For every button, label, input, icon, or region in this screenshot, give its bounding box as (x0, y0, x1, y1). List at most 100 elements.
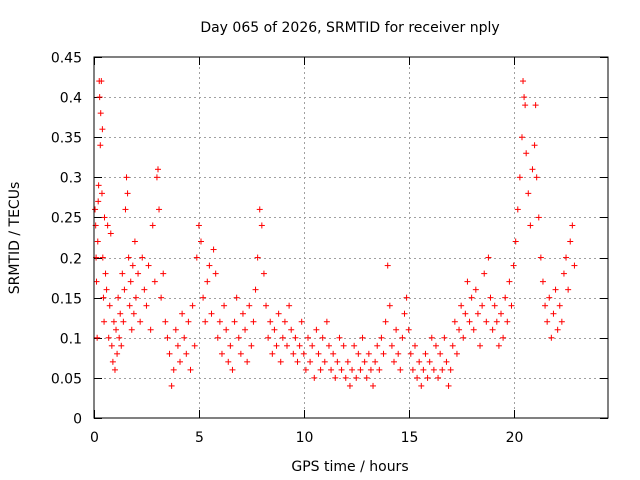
data-point (397, 366, 404, 373)
data-point (267, 318, 274, 325)
y-tick-label: 0.15 (51, 292, 82, 308)
data-point (117, 310, 124, 317)
data-point (464, 278, 471, 285)
data-point (97, 142, 104, 149)
data-point (435, 374, 442, 381)
data-point (518, 134, 525, 141)
data-point (94, 238, 101, 245)
data-point (139, 254, 146, 261)
data-point (342, 374, 349, 381)
data-point (539, 278, 546, 285)
data-point (529, 166, 536, 173)
data-point (237, 350, 244, 357)
data-point (311, 374, 318, 381)
data-point (115, 294, 122, 301)
data-point (516, 174, 523, 181)
data-point (113, 326, 120, 333)
data-point (451, 318, 458, 325)
data-point (344, 358, 351, 365)
data-point (365, 350, 372, 357)
data-point (533, 174, 540, 181)
data-point (319, 334, 326, 341)
data-point (98, 190, 105, 197)
data-point (135, 270, 142, 277)
x-axis-label: GPS time / hours (291, 459, 408, 475)
data-point (108, 342, 115, 349)
data-point (378, 334, 385, 341)
data-point (153, 174, 160, 181)
data-point (273, 342, 280, 349)
x-tick-label: 20 (506, 430, 524, 446)
data-point (374, 342, 381, 349)
chart-title: Day 065 of 2026, SRMTID for receiver npl… (200, 20, 499, 36)
data-point (132, 294, 139, 301)
data-point (218, 350, 225, 357)
data-point (110, 318, 117, 325)
data-point (149, 222, 156, 229)
data-point (221, 302, 228, 309)
data-point (355, 350, 362, 357)
data-point (479, 302, 486, 309)
y-tick-label: 0.4 (60, 91, 82, 107)
data-point (386, 302, 393, 309)
data-point (363, 374, 370, 381)
data-point (460, 334, 467, 341)
data-point (154, 166, 161, 173)
data-point (470, 326, 477, 333)
data-point (147, 326, 154, 333)
data-point (472, 286, 479, 293)
data-point (200, 294, 207, 301)
data-point (119, 270, 126, 277)
data-point (223, 326, 230, 333)
data-point (254, 254, 261, 261)
y-tick-label: 0.1 (60, 332, 82, 348)
data-point (292, 334, 299, 341)
data-point (296, 342, 303, 349)
data-point (521, 94, 528, 101)
data-point (126, 302, 133, 309)
data-point (99, 126, 106, 133)
data-point (145, 262, 152, 269)
y-tick-label: 0.05 (51, 372, 82, 388)
data-point (550, 310, 557, 317)
data-point (300, 350, 307, 357)
data-point (129, 262, 136, 269)
data-point (353, 374, 360, 381)
data-point (125, 254, 132, 261)
data-point (260, 270, 267, 277)
data-point (411, 342, 418, 349)
data-point (114, 350, 121, 357)
data-point (109, 358, 116, 365)
data-point (336, 334, 343, 341)
data-point (250, 318, 257, 325)
data-point (98, 78, 105, 85)
data-point (216, 318, 223, 325)
data-point (498, 310, 505, 317)
data-point (495, 342, 502, 349)
data-point (141, 286, 148, 293)
data-point (95, 182, 102, 189)
data-point (121, 286, 128, 293)
data-point (361, 358, 368, 365)
data-point (168, 382, 175, 389)
data-point (130, 310, 137, 317)
data-point (271, 326, 278, 333)
data-point (563, 254, 570, 261)
data-point (493, 318, 500, 325)
data-point (281, 318, 288, 325)
data-point (565, 286, 572, 293)
grid-lines (94, 57, 608, 418)
data-point (462, 310, 469, 317)
data-point (399, 334, 406, 341)
data-point (416, 358, 423, 365)
data-point (204, 278, 211, 285)
data-point (458, 302, 465, 309)
data-point (395, 350, 402, 357)
data-point (248, 342, 255, 349)
data-point (441, 334, 448, 341)
data-point (544, 318, 551, 325)
data-point (340, 342, 347, 349)
data-point (428, 334, 435, 341)
data-point (202, 318, 209, 325)
data-point (96, 94, 103, 101)
